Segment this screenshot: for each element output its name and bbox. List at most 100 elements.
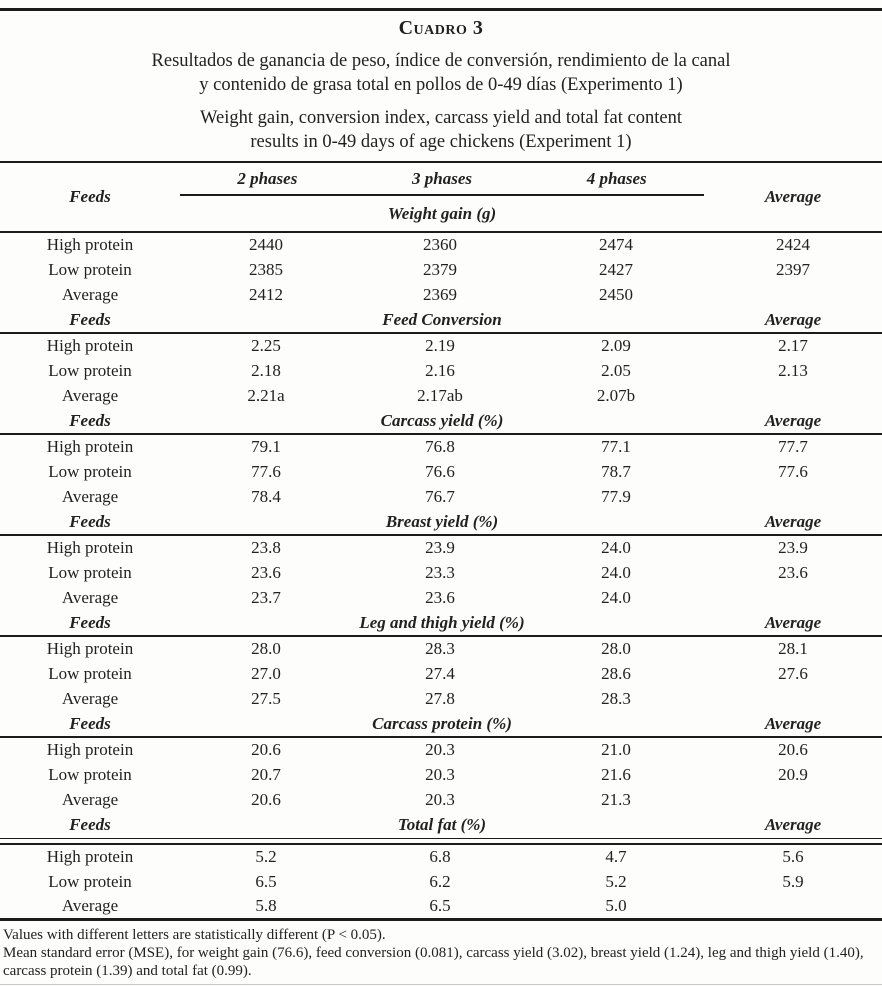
feeds-header-cell: Feeds <box>0 812 180 839</box>
value-cell: 23.6 <box>251 562 281 582</box>
phase-4-header: 4 phases <box>586 168 647 188</box>
table-row: Average 23.7 23.6 24.0 <box>0 585 882 610</box>
value-cell: 2.19 <box>425 336 455 356</box>
value-cell: 76.6 <box>425 461 455 481</box>
table-row: Low protein 2.18 2.16 2.05 2.13 <box>0 358 882 383</box>
section-title-cell: Leg and thigh yield (%) <box>180 610 704 637</box>
section-header-row: Feeds Leg and thigh yield (%) Average <box>0 610 882 637</box>
value-cell: 2450 <box>599 284 633 304</box>
value-cell: 28.3 <box>425 639 455 659</box>
value-cell: 2.13 <box>778 360 808 380</box>
section-title-cell: Carcass protein (%) <box>180 711 704 738</box>
table-header: Feeds 2 phases 3 phases 4 phases Average… <box>0 162 882 233</box>
average-header-cell: Average <box>704 307 882 334</box>
table-row: Low protein 77.6 76.6 78.7 77.6 <box>0 459 882 484</box>
value-cell <box>704 686 882 711</box>
table-row: High protein 20.6 20.3 21.0 20.6 <box>0 737 882 762</box>
average-header-cell: Average <box>704 812 882 839</box>
table-row: Low protein 6.5 6.2 5.2 5.9 <box>0 869 882 894</box>
row-label-cell: Low protein <box>48 871 132 891</box>
table-row: Low protein 2385 2379 2427 2397 <box>0 257 882 282</box>
value-cell <box>704 383 882 408</box>
value-cell: 23.9 <box>425 538 455 558</box>
value-cell: 28.1 <box>778 639 808 659</box>
value-cell: 6.8 <box>429 847 451 867</box>
phases-header-row: Feeds 2 phases 3 phases 4 phases Average <box>0 162 882 233</box>
row-label-cell: Low protein <box>48 360 132 380</box>
value-cell: 2.07b <box>596 385 636 405</box>
subtitle-spanish-line1: Resultados de ganancia de peso, índice d… <box>151 51 731 71</box>
feeds-header-cell: Feeds <box>0 307 180 334</box>
row-label-cell: High protein <box>46 740 134 760</box>
value-cell: 21.0 <box>601 740 631 760</box>
top-rule <box>0 8 882 11</box>
table-number-label: Cuadro 3 <box>398 17 484 39</box>
value-cell <box>704 282 882 307</box>
value-cell: 20.6 <box>251 789 281 809</box>
value-cell: 23.3 <box>425 562 455 582</box>
row-label-cell: High protein <box>46 235 134 255</box>
subtitle-english-line1: Weight gain, conversion index, carcass y… <box>200 108 682 128</box>
row-label-cell: Average <box>61 587 119 607</box>
value-cell: 24.0 <box>601 562 631 582</box>
phases-group-header: 2 phases 3 phases 4 phases <box>180 162 704 196</box>
table-row: Average 27.5 27.8 28.3 <box>0 686 882 711</box>
table-row: Average 2412 2369 2450 <box>0 282 882 307</box>
feeds-header-cell: Feeds <box>0 610 180 637</box>
value-cell: 2.18 <box>251 360 281 380</box>
section-title-weight-gain: Weight gain (g) <box>180 195 704 233</box>
section-header-row: Feeds Carcass yield (%) Average <box>0 408 882 435</box>
value-cell: 23.7 <box>251 587 281 607</box>
value-cell: 20.7 <box>251 764 281 784</box>
table-row: Average 2.21a 2.17ab 2.07b <box>0 383 882 408</box>
value-cell: 2379 <box>423 259 457 279</box>
value-cell: 6.5 <box>429 895 451 915</box>
subtitle-english-line2: results in 0-49 days of age chickens (Ex… <box>250 132 632 152</box>
value-cell: 78.4 <box>251 486 281 506</box>
value-cell: 77.6 <box>251 461 281 481</box>
average-header-cell: Average <box>704 509 882 536</box>
value-cell <box>704 585 882 610</box>
table-row: Average 78.4 76.7 77.9 <box>0 484 882 509</box>
value-cell: 78.7 <box>601 461 631 481</box>
value-cell: 27.8 <box>425 688 455 708</box>
value-cell: 20.9 <box>778 764 808 784</box>
section-header-row: Feeds Breast yield (%) Average <box>0 509 882 536</box>
bottom-edge-rule <box>0 984 882 985</box>
value-cell: 27.4 <box>425 663 455 683</box>
table-row: High protein 79.1 76.8 77.1 77.7 <box>0 434 882 459</box>
value-cell: 2.25 <box>251 336 281 356</box>
row-label-cell: Average <box>61 486 119 506</box>
row-label-cell: Low protein <box>48 259 132 279</box>
value-cell: 2369 <box>423 284 457 304</box>
footnote-significance: Values with different letters are statis… <box>3 926 386 943</box>
feeds-header-cell: Feeds <box>0 711 180 738</box>
row-label-cell: High protein <box>46 538 134 558</box>
value-cell: 28.6 <box>601 663 631 683</box>
section-title-cell: Breast yield (%) <box>180 509 704 536</box>
section-title-cell: Total fat (%) <box>180 812 704 839</box>
first-section-title-row: Weight gain (g) <box>0 195 882 233</box>
row-label-cell: Average <box>61 385 119 405</box>
table-body: High protein 2440 2360 2474 2424 Low protein 2… <box>0 232 882 919</box>
value-cell: 23.6 <box>778 562 808 582</box>
value-cell: 20.3 <box>425 764 455 784</box>
row-label-cell: Low protein <box>48 663 132 683</box>
feeds-header-cell: Feeds <box>0 509 180 536</box>
table-row: Average 20.6 20.3 21.3 <box>0 787 882 812</box>
feeds-column-header: Feeds <box>0 162 180 233</box>
value-cell: 21.6 <box>601 764 631 784</box>
value-cell: 23.8 <box>251 538 281 558</box>
footnote-mse: Mean standard error (MSE), for weight ga… <box>3 944 864 979</box>
value-cell: 28.0 <box>601 639 631 659</box>
row-label-cell: High protein <box>46 336 134 356</box>
row-label-cell: Low protein <box>48 461 132 481</box>
average-column-header: Average <box>704 162 882 233</box>
value-cell: 2.09 <box>601 336 631 356</box>
value-cell: 2360 <box>423 235 457 255</box>
value-cell: 28.3 <box>601 688 631 708</box>
value-cell: 24.0 <box>601 538 631 558</box>
footnotes: Values with different letters are statis… <box>0 926 882 980</box>
phase-2-header: 2 phases <box>237 168 298 188</box>
